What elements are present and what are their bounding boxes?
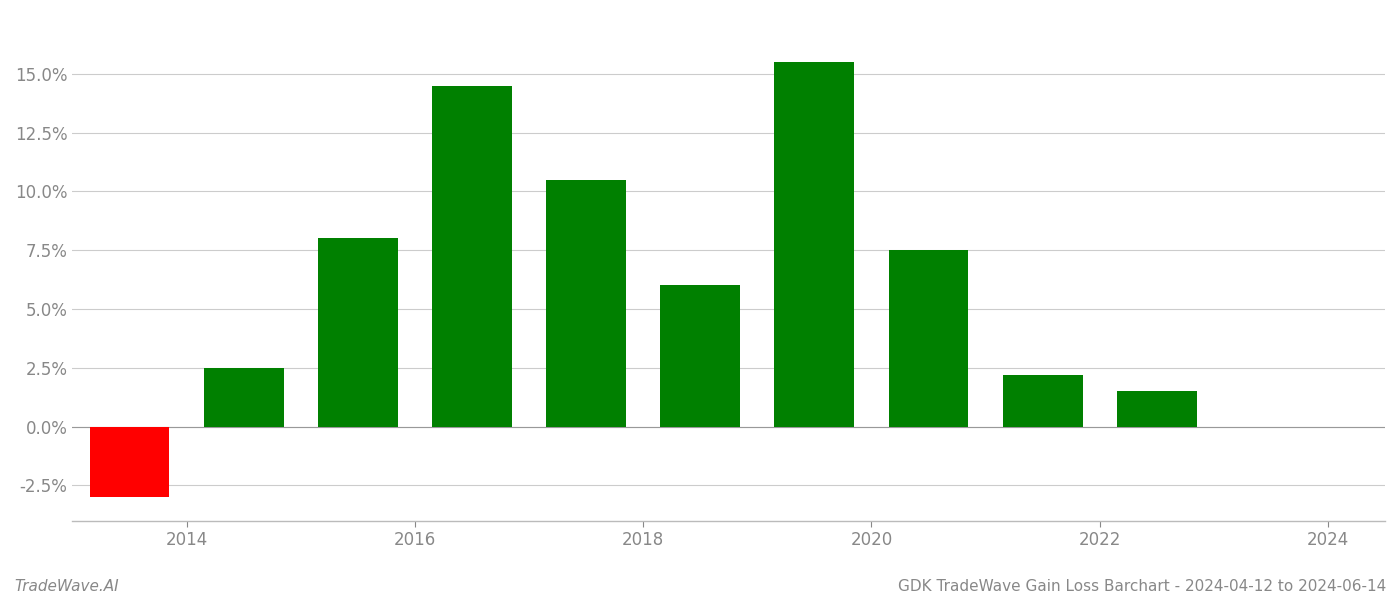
Bar: [204, 368, 284, 427]
Bar: [318, 238, 398, 427]
Bar: [1117, 391, 1197, 427]
Text: GDK TradeWave Gain Loss Barchart - 2024-04-12 to 2024-06-14: GDK TradeWave Gain Loss Barchart - 2024-…: [897, 579, 1386, 594]
Bar: [1002, 375, 1082, 427]
Bar: [90, 427, 169, 497]
Bar: [661, 286, 741, 427]
Bar: [774, 62, 854, 427]
Bar: [433, 86, 512, 427]
Bar: [889, 250, 969, 427]
Text: TradeWave.AI: TradeWave.AI: [14, 579, 119, 594]
Bar: [546, 179, 626, 427]
